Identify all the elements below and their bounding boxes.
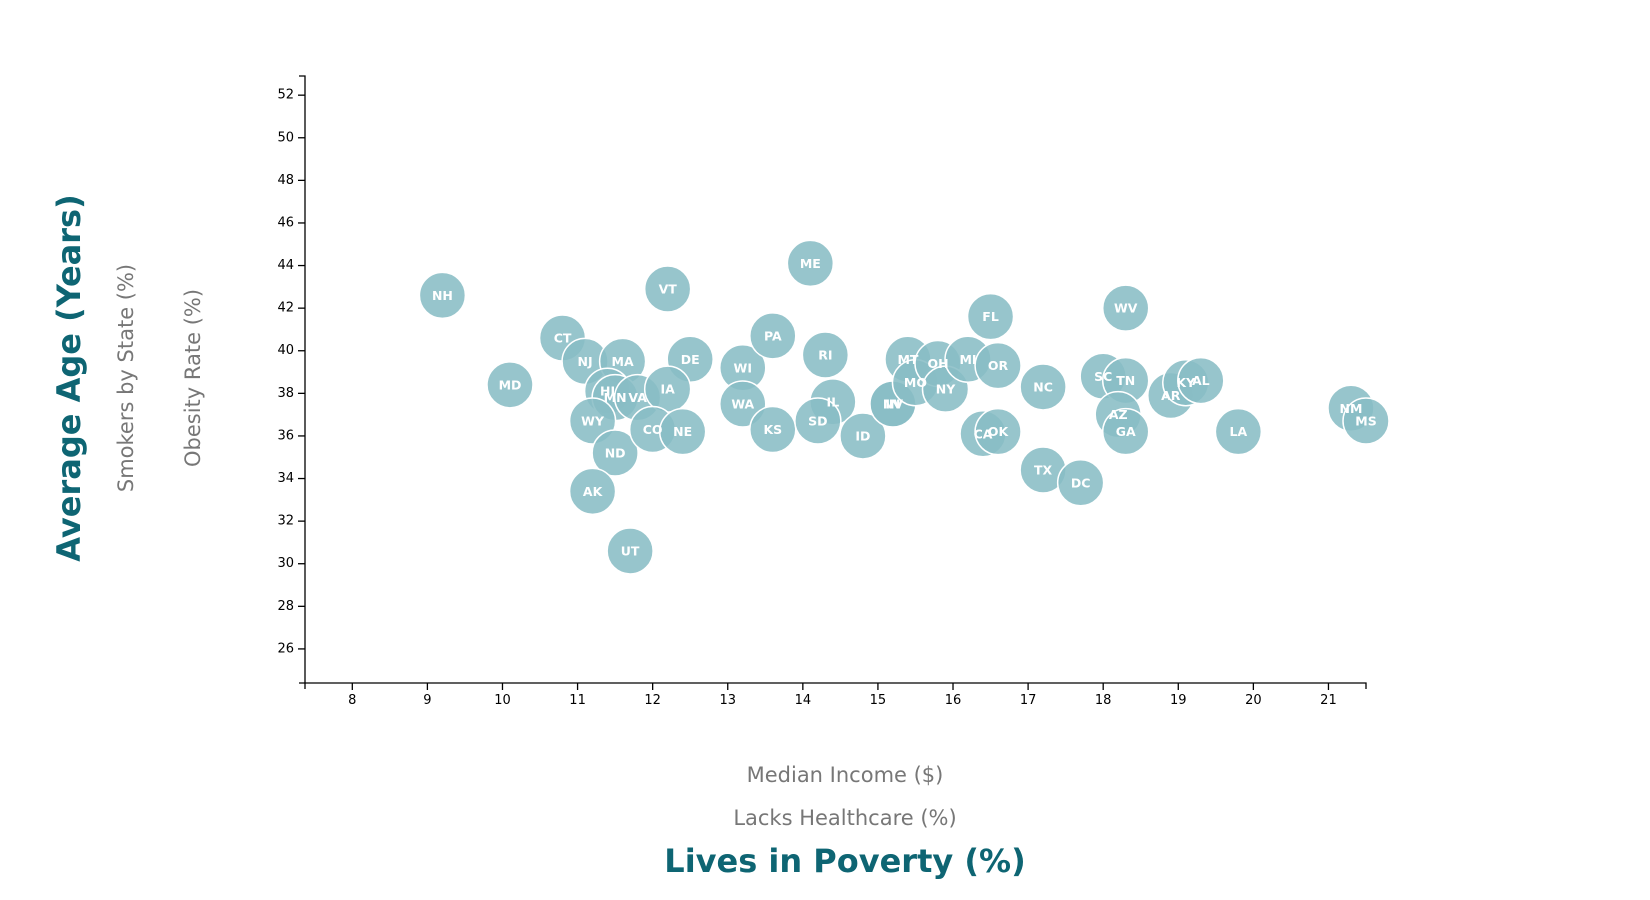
x-axis-label-poverty[interactable]: Lives in Poverty (%) xyxy=(664,842,1025,880)
state-circle-ut[interactable] xyxy=(606,527,654,575)
y-tick-label: 50 xyxy=(277,130,294,145)
x-tick-label: 16 xyxy=(945,693,962,708)
y-axis-label-obesity[interactable]: Obesity Rate (%) xyxy=(181,289,205,467)
x-tick-label: 18 xyxy=(1095,693,1112,708)
y-tick-label: 34 xyxy=(277,471,294,486)
y-tick-label: 30 xyxy=(277,556,294,571)
state-circle-wv[interactable] xyxy=(1101,284,1150,332)
state-circle-ia[interactable] xyxy=(643,365,692,413)
x-tick-label: 10 xyxy=(494,693,511,708)
x-tick-label: 11 xyxy=(569,693,586,708)
y-tick-label: 48 xyxy=(277,173,294,188)
y-tick-label: 44 xyxy=(277,258,294,273)
state-circle-ri[interactable] xyxy=(801,331,850,379)
y-tick-label: 32 xyxy=(277,514,294,529)
state-circle-ak[interactable] xyxy=(568,467,617,516)
x-tick-label: 19 xyxy=(1170,693,1187,708)
y-tick-label: 36 xyxy=(277,428,294,443)
x-tick-label: 17 xyxy=(1020,693,1037,708)
y-tick-label: 52 xyxy=(277,88,294,103)
state-circle-me[interactable] xyxy=(786,239,835,288)
state-circle-ms[interactable] xyxy=(1342,397,1390,445)
state-circle-ok[interactable] xyxy=(974,407,1022,456)
y-tick-label: 26 xyxy=(277,641,294,656)
state-circle-or[interactable] xyxy=(974,341,1022,390)
state-circle-nh[interactable] xyxy=(418,271,467,320)
y-tick-label: 28 xyxy=(277,599,294,614)
y-axis-line xyxy=(299,75,306,684)
state-circle-ks[interactable] xyxy=(749,405,797,454)
y-axis-label-smokers[interactable]: Smokers by State (%) xyxy=(114,264,138,492)
y-tick-label: 38 xyxy=(277,386,294,401)
x-tick-label: 21 xyxy=(1320,693,1337,708)
x-tick-label: 15 xyxy=(870,693,887,708)
x-tick-label: 14 xyxy=(795,693,812,708)
state-circle-dc[interactable] xyxy=(1056,459,1105,507)
x-axis-label-healthcare[interactable]: Lacks Healthcare (%) xyxy=(733,806,956,830)
x-axis-label-income[interactable]: Median Income ($) xyxy=(747,763,944,787)
y-axis: 26 28 30 32 34 36 38 40 42 44 46 48 50 52 xyxy=(277,75,306,684)
state-circle-ne[interactable] xyxy=(658,407,707,456)
state-circle-nc[interactable] xyxy=(1019,363,1067,411)
state-circle-fl[interactable] xyxy=(966,292,1015,341)
y-tick-label: 40 xyxy=(277,343,294,358)
x-tick-label: 8 xyxy=(348,693,356,708)
x-axis: 8 9 10 11 12 13 14 15 16 17 18 19 20 21 xyxy=(304,682,1367,708)
y-tick-label: 42 xyxy=(277,301,294,316)
y-axis-label-age[interactable]: Average Age (Years) xyxy=(50,194,88,561)
state-circle-id[interactable] xyxy=(839,412,887,460)
x-axis-line xyxy=(304,682,1367,689)
y-tick-label: 46 xyxy=(277,215,294,230)
state-circle-pa[interactable] xyxy=(749,312,797,360)
x-tick-label: 12 xyxy=(644,693,661,708)
state-circle-ga[interactable] xyxy=(1101,407,1150,456)
x-tick-label: 13 xyxy=(719,693,736,708)
state-circle-al[interactable] xyxy=(1177,356,1225,405)
x-tick-label: 9 xyxy=(423,693,431,708)
x-tick-label: 20 xyxy=(1245,693,1262,708)
plot-area: 26 28 30 32 34 36 38 40 42 44 46 48 50 52 8 9 10 11 12 13 1… xyxy=(277,75,1390,708)
state-circle-sd[interactable] xyxy=(794,397,842,445)
state-circle-md[interactable] xyxy=(486,361,534,409)
state-circle-nd[interactable] xyxy=(591,429,639,477)
state-circle-vt[interactable] xyxy=(643,265,692,313)
state-circle-la[interactable] xyxy=(1214,407,1263,456)
